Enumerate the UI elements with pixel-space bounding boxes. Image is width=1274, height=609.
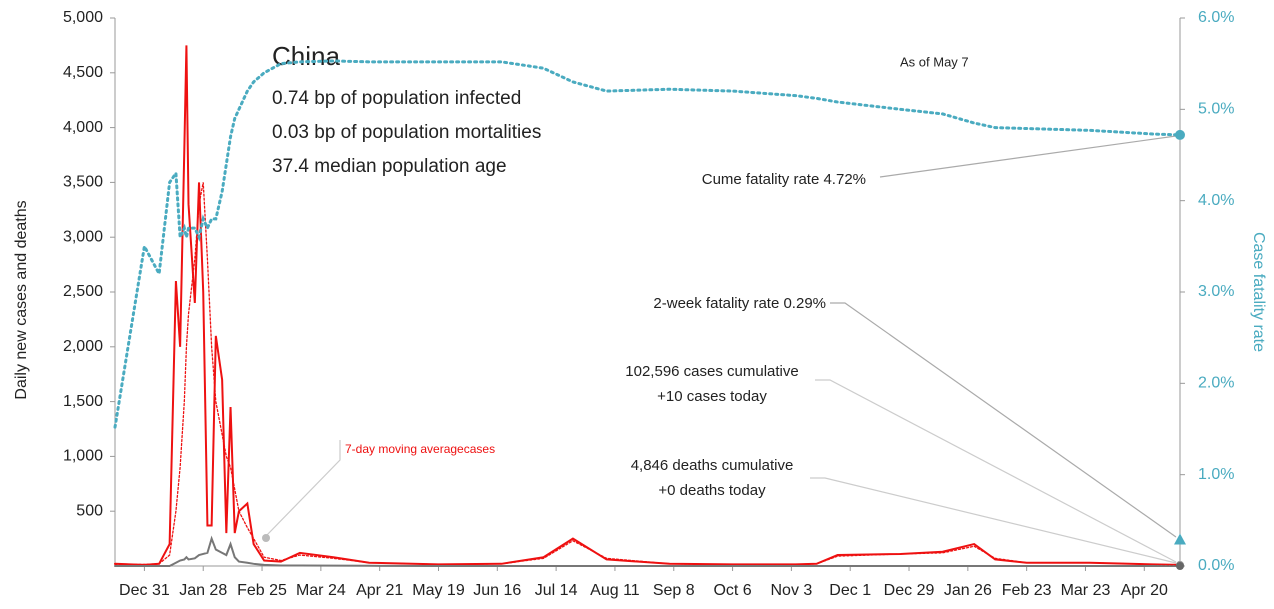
series-line — [113, 59, 1182, 429]
x-tick-label: Jul 14 — [535, 582, 578, 599]
leader — [879, 135, 1177, 178]
series-line — [114, 182, 1181, 566]
y2-tick-label: 4.0% — [1198, 192, 1234, 209]
two-week-marker — [1174, 533, 1186, 545]
x-tick-label: Mar 24 — [296, 582, 346, 599]
subtitle: 37.4 median population age — [272, 156, 507, 177]
x-tick-label: Nov 3 — [770, 582, 812, 599]
y2-tick-label: 6.0% — [1198, 9, 1234, 26]
leader — [830, 302, 1177, 538]
y-tick-label: 3,000 — [63, 228, 103, 245]
annotation: 2-week fatality rate 0.29% — [653, 295, 826, 312]
annotation: 4,846 deaths cumulative — [631, 457, 794, 474]
y2-tick-label: 5.0% — [1198, 101, 1234, 118]
annotation: +0 deaths today — [658, 482, 766, 499]
x-tick-label: Apr 21 — [356, 582, 403, 599]
annotation: Cume fatality rate 4.72% — [702, 171, 866, 188]
y-tick-label: 1,000 — [63, 448, 103, 465]
y-tick-label: 2,500 — [63, 283, 103, 300]
x-tick-label: Apr 20 — [1121, 582, 1168, 599]
y2-tick-label: 1.0% — [1198, 466, 1234, 483]
title: China — [272, 41, 340, 71]
x-tick-label: Jan 26 — [944, 582, 992, 599]
subtitle: 0.03 bp of population mortalities — [272, 122, 541, 143]
x-tick-label: Mar 23 — [1061, 582, 1111, 599]
end-marker — [1176, 562, 1184, 570]
leader — [265, 440, 341, 537]
y-tick-label: 4,000 — [63, 119, 103, 136]
y-tick-label: 500 — [76, 502, 103, 519]
leader — [810, 477, 1177, 564]
annotation: 7-day moving averagecases — [345, 442, 495, 456]
x-tick-label: Feb 25 — [237, 582, 287, 599]
y-tick-label: 4,500 — [63, 64, 103, 81]
x-tick-label: Dec 1 — [829, 582, 871, 599]
annotation: As of May 7 — [900, 54, 969, 69]
x-tick-label: Dec 31 — [119, 582, 170, 599]
leader — [815, 379, 1177, 563]
y2-tick-label: 3.0% — [1198, 283, 1234, 300]
x-tick-label: Aug 11 — [590, 582, 640, 599]
x-tick-label: Jan 28 — [179, 582, 227, 599]
y2-tick-label: 2.0% — [1198, 375, 1234, 392]
y-tick-label: 1,500 — [63, 393, 103, 410]
leader-lines — [262, 135, 1177, 564]
annotation: +10 cases today — [657, 388, 767, 405]
x-tick-label: May 19 — [412, 582, 465, 599]
x-tick-label: Feb 23 — [1002, 582, 1052, 599]
y2-tick-label: 0.0% — [1198, 557, 1234, 574]
y-axis-label: Daily new cases and deaths — [13, 200, 30, 399]
y-tick-label: 2,000 — [63, 338, 103, 355]
x-tick-label: Oct 6 — [713, 582, 751, 599]
series-line — [114, 535, 1181, 567]
x-tick-label: Sep 8 — [653, 582, 695, 599]
subtitle: 0.74 bp of population infected — [272, 88, 521, 109]
annotation: 102,596 cases cumulative — [625, 363, 798, 380]
x-tick-label: Dec 29 — [884, 582, 935, 599]
y2-axis-label: Case fatality rate — [1250, 232, 1267, 352]
end-marker — [1175, 129, 1185, 140]
leader-dot — [262, 534, 270, 542]
x-tick-label: Jun 16 — [473, 582, 521, 599]
y-tick-label: 3,500 — [63, 174, 103, 191]
y-tick-label: 5,000 — [63, 9, 103, 26]
